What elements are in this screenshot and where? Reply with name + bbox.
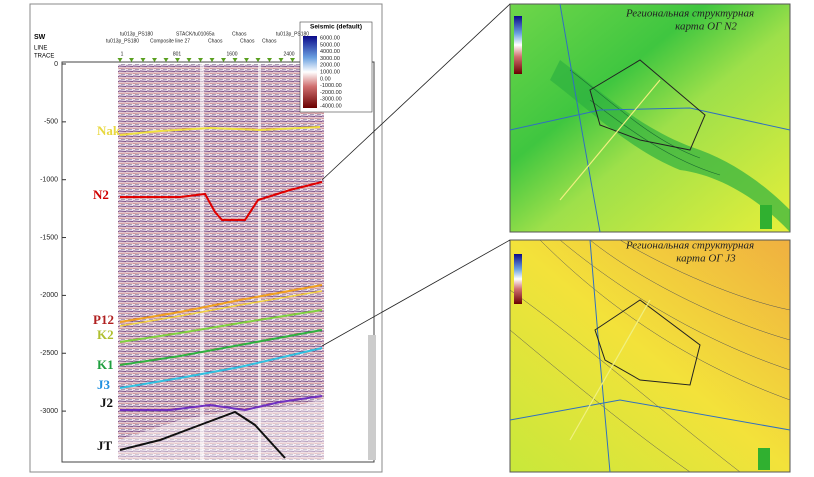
legend-value: 2000.00 — [320, 63, 340, 69]
well-marker — [221, 58, 226, 62]
map-title: Региональная структурная — [625, 240, 754, 252]
line-header: Chaos — [262, 38, 277, 44]
well-marker — [244, 58, 249, 62]
well-marker — [278, 58, 284, 62]
legend-value: 6000.00 — [320, 35, 340, 41]
profile-line — [559, 79, 661, 201]
legend-value: 4000.00 — [320, 49, 340, 55]
map-boundary — [509, 399, 791, 431]
well-marker — [267, 58, 272, 62]
line-header: Chaos — [208, 38, 223, 44]
connector — [321, 3, 511, 181]
legend-value: -3000.00 — [320, 97, 342, 103]
map-boundary — [589, 239, 611, 473]
horizon-label: K2 — [97, 327, 114, 342]
map-boundary — [559, 3, 601, 233]
line-header: tu013p_PS180 — [120, 31, 153, 37]
horizon-line — [119, 347, 323, 389]
row-label: LINE — [34, 46, 47, 52]
well-marker — [255, 58, 261, 62]
horizon-label: Nak — [97, 123, 121, 138]
horizon-line — [119, 410, 286, 459]
y-tick-label: -1000 — [40, 177, 58, 184]
line-header: tu013p_PS180 — [106, 38, 139, 44]
map-colorbar — [514, 16, 522, 74]
direction-label: SW — [34, 34, 46, 41]
well-marker — [290, 58, 295, 62]
profile-line — [569, 299, 651, 441]
trace-number: 1 — [121, 51, 124, 57]
trace-gap — [258, 64, 261, 460]
well-marker — [129, 58, 134, 62]
map-title: карта ОГ J3 — [676, 253, 736, 265]
legend-value: 5000.00 — [320, 42, 340, 48]
horizon-line — [119, 284, 323, 323]
well-marker — [198, 58, 203, 62]
map-panel — [509, 3, 791, 233]
map-panel — [509, 239, 791, 473]
well-marker — [117, 58, 123, 62]
y-tick-label: -2000 — [40, 292, 58, 299]
map-colorbar — [514, 254, 522, 304]
horizon-line — [119, 309, 323, 343]
well-marker — [163, 58, 169, 62]
line-header: Chaos — [240, 38, 255, 44]
line-header: Chaos — [232, 31, 247, 37]
y-tick-label: -500 — [44, 119, 58, 126]
well-marker — [140, 58, 146, 62]
line-header: STACK/tu01065a — [176, 31, 215, 37]
legend-value: 0.00 — [320, 76, 331, 82]
trace-number: 1600 — [226, 51, 237, 57]
horizon-line — [119, 126, 321, 136]
connector — [321, 239, 511, 347]
seismic-data — [118, 64, 324, 460]
horizon-label: N2 — [93, 187, 109, 202]
well-marker — [152, 58, 157, 62]
north-arrow — [758, 448, 770, 470]
legend-value: 1000.00 — [320, 69, 340, 75]
scrollbar — [368, 335, 376, 460]
trace-gap — [200, 64, 204, 460]
legend-value: -1000.00 — [320, 83, 342, 89]
y-tick-label: -3000 — [40, 408, 58, 415]
horizon-label: K1 — [97, 357, 114, 372]
trace-number: 801 — [173, 51, 182, 57]
color-bar — [303, 36, 317, 108]
horizon-line — [120, 181, 323, 221]
survey-outline — [589, 59, 706, 151]
well-marker — [209, 58, 215, 62]
horizon-line — [120, 395, 323, 412]
y-tick-label: -1500 — [40, 234, 58, 241]
trace-number: 2400 — [283, 51, 294, 57]
horizon-label: JT — [97, 438, 113, 453]
map-boundary — [509, 107, 791, 131]
horizon-label: J2 — [100, 395, 113, 410]
horizon-line — [119, 290, 323, 327]
well-marker — [186, 58, 192, 62]
y-tick-label: -2500 — [40, 350, 58, 357]
north-arrow — [760, 205, 772, 229]
survey-outline — [594, 299, 701, 386]
legend-title: Seismic (default) — [310, 24, 362, 31]
legend-value: -2000.00 — [320, 90, 342, 96]
row-label: TRACE — [34, 54, 54, 60]
horizon-label: P12 — [93, 312, 114, 327]
well-marker — [232, 58, 238, 62]
line-header: Composite line 27 — [150, 38, 190, 44]
y-tick-label: 0 — [54, 61, 58, 68]
well-marker — [175, 58, 180, 62]
legend-value: 3000.00 — [320, 56, 340, 62]
horizon-line — [119, 329, 323, 366]
map-title: Региональная структурная — [625, 8, 754, 20]
horizon-label: J3 — [97, 377, 111, 392]
line-header: tu013p_PS180 — [276, 31, 309, 37]
legend-value: -4000.00 — [320, 103, 342, 109]
map-title: карта ОГ N2 — [675, 21, 737, 33]
